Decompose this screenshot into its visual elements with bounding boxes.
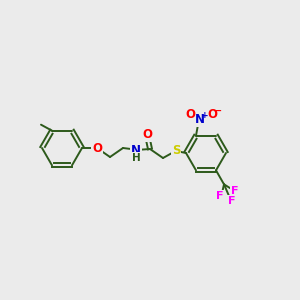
Text: F: F <box>228 196 236 206</box>
Text: F: F <box>216 191 224 201</box>
Text: N: N <box>195 113 205 126</box>
Text: N: N <box>131 143 141 157</box>
Text: S: S <box>172 145 180 158</box>
Text: O: O <box>207 108 217 121</box>
Text: F: F <box>231 186 239 196</box>
Text: O: O <box>185 108 195 121</box>
Text: O: O <box>142 128 152 142</box>
Text: +: + <box>201 111 209 120</box>
Text: O: O <box>92 142 102 154</box>
Text: H: H <box>132 153 140 163</box>
Text: −: − <box>214 106 222 116</box>
